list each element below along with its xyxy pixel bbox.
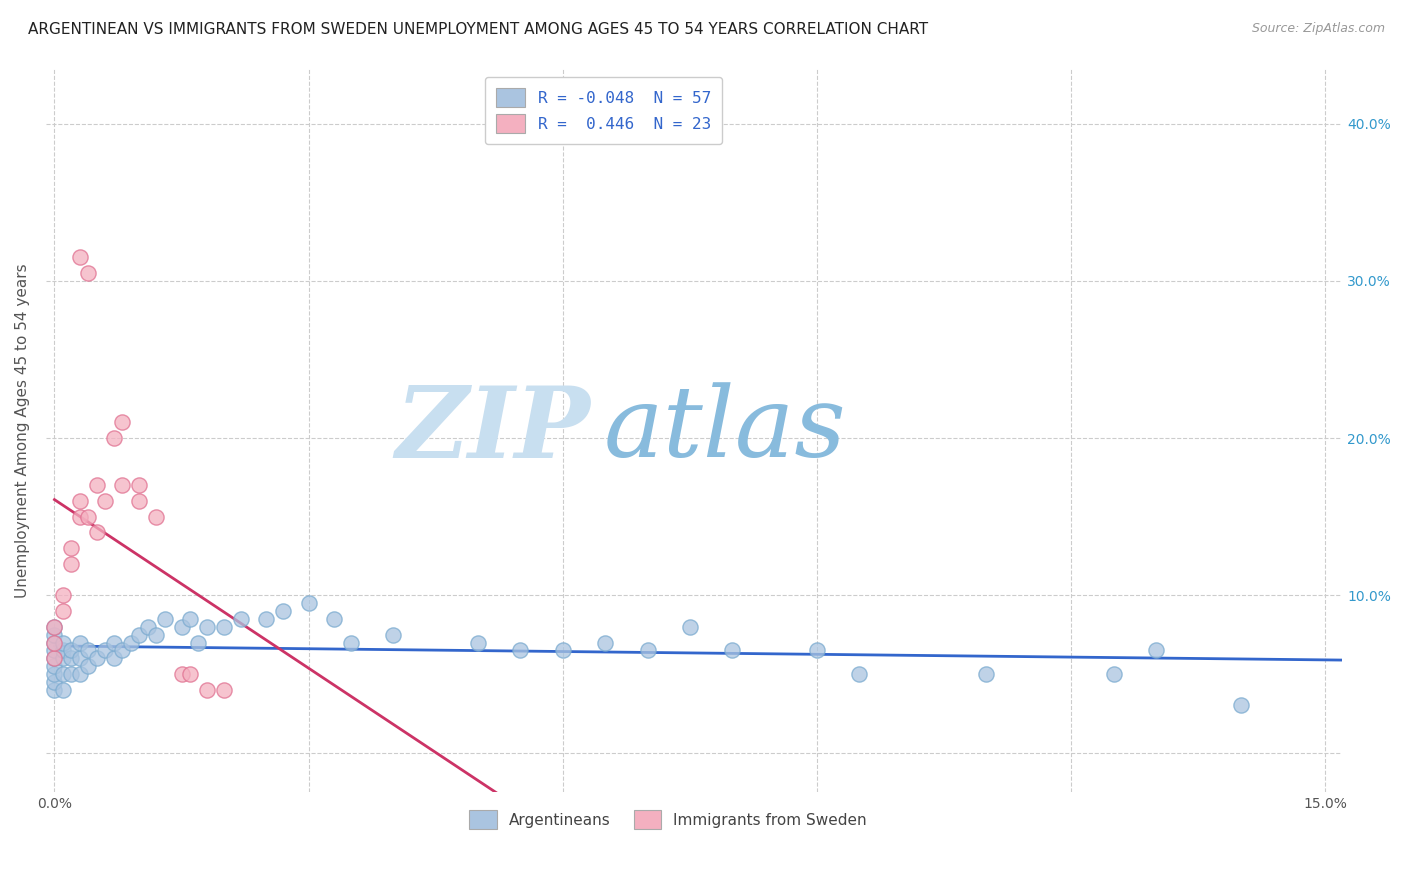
Point (111, 643, 134, 657)
Point (128, 628, 150, 642)
Point (69, 651, 91, 665)
Point (44, 651, 66, 665)
Text: atlas: atlas (603, 383, 846, 478)
Point (86, 478, 108, 492)
Point (128, 478, 150, 492)
Point (187, 635, 209, 649)
Point (212, 620, 235, 634)
Point (77, 643, 100, 657)
Point (195, 682, 218, 697)
Point (60, 651, 83, 665)
Point (44, 635, 66, 649)
Point (52, 643, 75, 657)
Point (69, 635, 91, 649)
Point (254, 612, 277, 626)
Point (44, 635, 66, 649)
Point (679, 620, 702, 634)
Point (69, 494, 91, 508)
Point (52, 635, 75, 649)
Point (52, 588, 75, 602)
Point (44, 651, 66, 665)
Point (52, 604, 75, 618)
Point (179, 612, 201, 626)
Point (44, 659, 66, 673)
Point (637, 643, 659, 657)
Point (111, 478, 134, 492)
Point (60, 667, 83, 681)
Point (340, 635, 363, 649)
Legend: Argentineans, Immigrants from Sweden: Argentineans, Immigrants from Sweden (463, 804, 873, 835)
Point (551, 643, 574, 657)
Point (1102, 667, 1125, 681)
Point (44, 620, 66, 634)
Point (323, 612, 346, 626)
Text: Source: ZipAtlas.com: Source: ZipAtlas.com (1251, 22, 1385, 36)
Point (94, 643, 117, 657)
Point (69, 509, 91, 524)
Point (103, 431, 125, 445)
Point (976, 667, 998, 681)
Point (77, 266, 100, 280)
Point (111, 416, 134, 430)
Point (60, 557, 83, 571)
Point (44, 682, 66, 697)
Point (170, 667, 193, 681)
Text: ARGENTINEAN VS IMMIGRANTS FROM SWEDEN UNEMPLOYMENT AMONG AGES 45 TO 54 YEARS COR: ARGENTINEAN VS IMMIGRANTS FROM SWEDEN UN… (28, 22, 928, 37)
Point (44, 674, 66, 689)
Point (52, 682, 75, 697)
Y-axis label: Unemployment Among Ages 45 to 54 years: Unemployment Among Ages 45 to 54 years (15, 263, 30, 598)
Point (77, 659, 100, 673)
Point (94, 494, 117, 508)
Point (128, 494, 150, 508)
Point (52, 667, 75, 681)
Point (170, 620, 193, 634)
Point (120, 635, 142, 649)
Point (153, 612, 176, 626)
Point (467, 635, 489, 649)
Point (69, 250, 91, 264)
Point (145, 628, 167, 642)
Point (103, 651, 125, 665)
Point (145, 509, 167, 524)
Point (212, 682, 235, 697)
Point (44, 643, 66, 657)
Point (77, 509, 100, 524)
Point (721, 643, 744, 657)
Point (60, 643, 83, 657)
Point (806, 643, 828, 657)
Point (229, 612, 252, 626)
Point (44, 620, 66, 634)
Point (382, 628, 405, 642)
Point (195, 620, 218, 634)
Point (103, 635, 125, 649)
Point (86, 651, 108, 665)
Point (1144, 643, 1167, 657)
Point (848, 667, 870, 681)
Text: ZIP: ZIP (395, 382, 591, 478)
Point (136, 620, 159, 634)
Point (69, 667, 91, 681)
Point (86, 525, 108, 540)
Point (52, 651, 75, 665)
Point (509, 643, 531, 657)
Point (298, 596, 321, 610)
Point (44, 628, 66, 642)
Point (1229, 698, 1251, 713)
Point (179, 667, 201, 681)
Point (271, 604, 294, 618)
Point (593, 635, 616, 649)
Point (44, 667, 66, 681)
Point (60, 541, 83, 556)
